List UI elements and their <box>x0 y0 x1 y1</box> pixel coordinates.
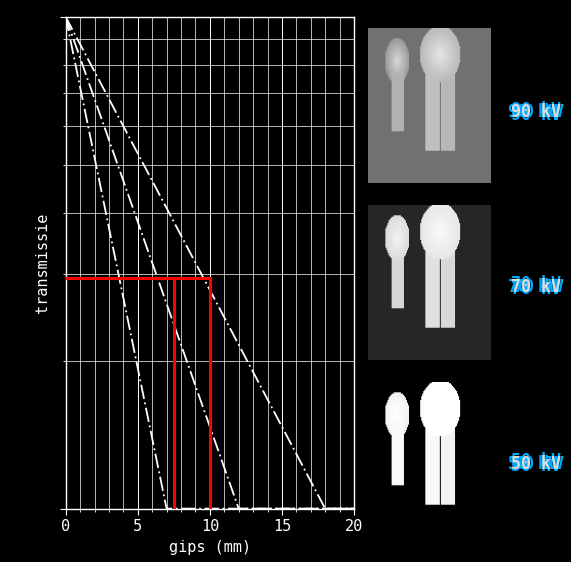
Text: 50 kV: 50 kV <box>511 452 561 470</box>
Text: 90 kV: 90 kV <box>511 103 561 121</box>
Text: 50 kV: 50 kV <box>508 455 558 473</box>
X-axis label: gips (mm): gips (mm) <box>169 540 251 555</box>
Text: 90 kV: 90 kV <box>511 106 561 124</box>
Text: 70 kV: 70 kV <box>511 278 561 296</box>
Text: 70 kV: 70 kV <box>511 275 561 293</box>
Text: 70 kV: 70 kV <box>514 278 564 296</box>
Text: 50 kV: 50 kV <box>514 455 564 473</box>
Y-axis label: transmissie: transmissie <box>35 212 50 313</box>
Text: 90 kV: 90 kV <box>508 103 558 121</box>
Text: 90 kV: 90 kV <box>511 101 561 119</box>
Text: 50 kV: 50 kV <box>511 455 561 473</box>
Text: 50 kV: 50 kV <box>511 457 561 475</box>
Text: 70 kV: 70 kV <box>511 280 561 298</box>
Text: 70 kV: 70 kV <box>508 278 558 296</box>
Text: 90 kV: 90 kV <box>514 103 564 121</box>
